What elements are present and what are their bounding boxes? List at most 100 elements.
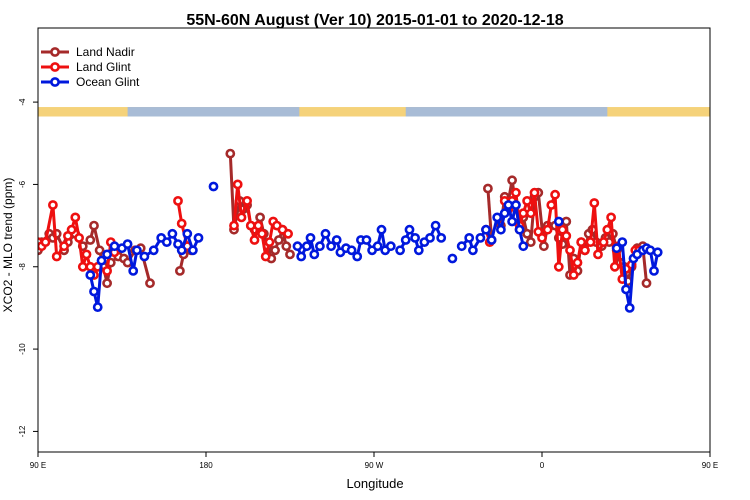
data-point <box>495 224 506 235</box>
data-point <box>641 278 652 289</box>
data-point <box>85 270 96 280</box>
data-point <box>609 261 620 272</box>
data-point <box>492 212 503 223</box>
data-point <box>361 235 372 245</box>
data-point <box>77 261 88 272</box>
data-point <box>74 232 84 243</box>
legend-item: Land Nadir <box>41 45 135 59</box>
data-point <box>652 247 663 258</box>
data-point <box>122 239 133 249</box>
y-axis-label: XCO2 - MLO trend (ppm) <box>1 178 15 313</box>
data-point <box>617 237 628 247</box>
legend-item: Land Glint <box>41 60 131 74</box>
data-point <box>236 212 247 223</box>
data-point <box>385 241 396 252</box>
data-point <box>208 181 219 192</box>
data-point <box>264 237 275 247</box>
data-point <box>568 270 579 280</box>
data-point <box>464 232 475 243</box>
data-point <box>187 245 198 256</box>
data-point <box>518 208 529 219</box>
y-tick-label: -4 <box>18 98 27 106</box>
data-point <box>232 179 243 190</box>
data-point <box>572 257 583 268</box>
data-point <box>467 245 478 256</box>
map-strip-ocean <box>405 107 608 117</box>
data-point <box>59 241 69 252</box>
data-point <box>447 253 458 264</box>
data-point <box>176 245 187 256</box>
y-axis: -4 -6 -8 -10 -12 <box>18 98 38 437</box>
data-point <box>430 220 441 231</box>
data-point <box>96 255 107 266</box>
data-point <box>242 195 252 206</box>
legend-item: Ocean Glint <box>41 75 140 89</box>
data-point <box>507 216 517 227</box>
data-point <box>40 237 51 247</box>
data-point <box>51 251 62 262</box>
data-point <box>580 245 590 256</box>
legend-label: Land Nadir <box>76 45 135 59</box>
data-point <box>70 212 81 223</box>
legend-label: Land Glint <box>76 60 131 74</box>
data-point <box>576 237 587 247</box>
data-point <box>225 148 236 159</box>
data-point <box>249 235 260 245</box>
data-point <box>85 235 96 245</box>
data-point <box>395 245 405 256</box>
data-point <box>260 251 271 262</box>
data-point <box>475 232 486 243</box>
data-point <box>229 220 239 231</box>
data-point <box>525 237 536 247</box>
data-point <box>553 216 564 227</box>
data-point <box>81 249 92 260</box>
data-point <box>589 198 600 208</box>
data-point <box>486 235 497 245</box>
data-point <box>48 200 58 210</box>
data-point <box>94 245 105 256</box>
data-point <box>281 241 292 252</box>
data-point <box>539 241 549 252</box>
data-point <box>522 228 532 239</box>
data-point <box>326 241 336 252</box>
legend-swatch-marker <box>50 47 60 57</box>
chart-title: 55N-60N August (Ver 10) 2015-01-01 to 20… <box>186 12 563 29</box>
data-point <box>542 224 553 235</box>
data-point <box>511 200 521 210</box>
data-point <box>128 265 139 276</box>
data-point <box>320 228 331 239</box>
data-point <box>109 241 120 252</box>
data-point <box>139 251 150 262</box>
data-point <box>372 241 383 252</box>
x-axis: 90 E 180 90 W 0 90 E <box>30 452 718 470</box>
data-point <box>518 241 529 252</box>
data-point <box>529 187 540 198</box>
series-ocean-glint <box>85 181 663 313</box>
data-point <box>611 243 622 254</box>
data-point <box>352 251 363 262</box>
data-point <box>413 245 424 256</box>
data-point <box>305 232 316 243</box>
data-point <box>624 302 635 313</box>
data-point <box>425 232 435 243</box>
data-point <box>245 220 256 231</box>
data-point <box>561 216 572 227</box>
data-point <box>173 195 183 206</box>
y-tick-label: -10 <box>18 343 27 355</box>
data-point <box>283 228 293 239</box>
data-point <box>193 232 204 243</box>
data-point <box>565 245 575 256</box>
data-point <box>174 265 185 276</box>
data-point <box>253 220 264 231</box>
data-point <box>92 302 103 312</box>
data-point <box>400 235 411 245</box>
legend-swatch-marker <box>50 62 60 72</box>
data-point <box>102 278 112 289</box>
data-point <box>102 265 112 276</box>
data-point <box>645 245 656 256</box>
data-point <box>301 241 312 252</box>
data-point <box>176 218 187 229</box>
x-tick-label: 90 W <box>365 461 384 470</box>
data-point <box>131 245 142 256</box>
